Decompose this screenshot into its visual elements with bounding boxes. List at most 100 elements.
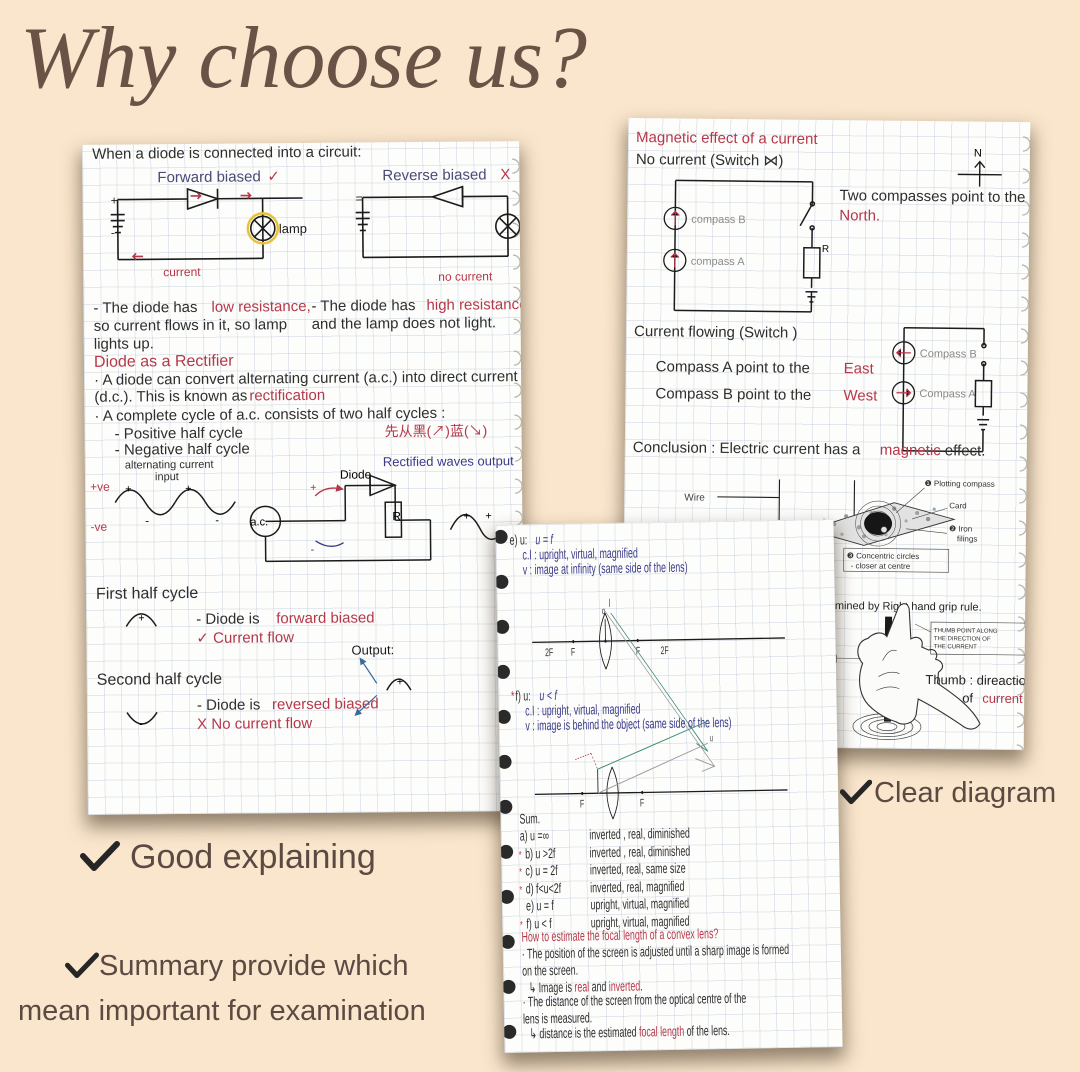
svg-text:Thumb : direaction: Thumb : direaction <box>925 672 1030 688</box>
svg-text:+: + <box>138 612 145 624</box>
svg-text:current: current <box>982 691 1023 706</box>
svg-text:Compass A point to the: Compass A point to the <box>656 358 810 377</box>
svg-text:↳ distance is the estimated fo: ↳ distance is the estimated focal length… <box>529 1023 730 1042</box>
svg-text:Forward biased: Forward biased <box>157 168 261 186</box>
svg-text:+ve: +ve <box>90 480 110 494</box>
svg-text:reversed biased: reversed biased <box>272 695 379 713</box>
svg-text:- The diode has: - The diode has <box>311 297 415 315</box>
svg-text:+: + <box>463 511 470 523</box>
svg-text:East: East <box>844 360 875 377</box>
svg-text:F: F <box>640 797 645 809</box>
svg-text:Reverse biased: Reverse biased <box>382 166 486 184</box>
svg-text:d) f<u<2f: d) f<u<2f <box>526 881 562 897</box>
svg-text:inverted , real, diminished: inverted , real, diminished <box>589 844 690 861</box>
svg-text:· A diode can convert alternat: · A diode can convert alternating curren… <box>94 368 519 389</box>
svg-text:rectification: rectification <box>249 387 325 405</box>
svg-text:+: + <box>485 510 492 522</box>
svg-text:a) u =∞: a) u =∞ <box>520 828 549 844</box>
svg-text:no current: no current <box>438 269 493 283</box>
svg-text:North.: North. <box>839 207 880 224</box>
svg-text:+: + <box>111 194 118 208</box>
svg-text:-: - <box>111 226 115 240</box>
svg-text:Diode: Diode <box>340 467 372 481</box>
svg-text:Rectified waves output: Rectified waves output <box>383 453 514 469</box>
svg-text:high resistance: high resistance <box>426 296 524 314</box>
svg-text:F: F <box>580 798 585 810</box>
svg-text:✓ Current flow: ✓ Current flow <box>196 629 294 647</box>
svg-text:- Diode is: - Diode is <box>197 696 261 714</box>
svg-text:*: * <box>519 849 522 861</box>
svg-text:· The distance of the screen f: · The distance of the screen from the op… <box>523 991 747 1010</box>
svg-text:+: + <box>185 483 192 495</box>
svg-text:West: West <box>843 387 878 404</box>
svg-text:先从黑(↗)蓝(↘): 先从黑(↗)蓝(↘) <box>385 422 488 439</box>
svg-text:-: - <box>311 544 315 556</box>
svg-text:When a diode is connected into: When a diode is connected into a circuit… <box>92 143 361 162</box>
svg-text:+: + <box>397 676 404 688</box>
svg-text:2F: 2F <box>545 646 554 658</box>
svg-text:+: + <box>125 484 132 496</box>
svg-text:=: = <box>356 191 363 205</box>
svg-text:Current flowing (Switch ): Current flowing (Switch ) <box>634 323 798 342</box>
svg-text:Magnetic effect of a current: Magnetic effect of a current <box>636 129 818 148</box>
svg-text:compass B: compass B <box>691 214 746 227</box>
svg-text:inverted, real, magnified: inverted, real, magnified <box>590 879 684 896</box>
svg-text:of: of <box>962 690 973 705</box>
svg-text:forward biased: forward biased <box>276 609 375 627</box>
svg-text:First half cycle: First half cycle <box>96 585 198 603</box>
svg-text:and the lamp does not light.: and the lamp does not light. <box>312 314 496 333</box>
svg-text:- Diode is: - Diode is <box>196 610 260 628</box>
svg-text:b) u >2f: b) u >2f <box>525 846 556 862</box>
svg-text:Compass A: Compass A <box>919 388 976 401</box>
svg-text:c) u = 2f: c) u = 2f <box>525 863 558 879</box>
svg-text:alternating current: alternating current <box>125 459 214 472</box>
svg-text:-ve: -ve <box>90 520 107 534</box>
svg-text:Output:: Output: <box>351 642 394 657</box>
svg-text:How to estimate the focal leng: How to estimate the focal length of a co… <box>521 926 718 945</box>
svg-text:THE DIRECTION OF: THE DIRECTION OF <box>934 636 991 643</box>
svg-text:upright, virtual, magnified: upright, virtual, magnified <box>590 896 689 913</box>
svg-text:u < f: u < f <box>539 688 558 704</box>
svg-text:*: * <box>519 866 522 878</box>
svg-text:lamp: lamp <box>279 221 307 236</box>
svg-text:filings: filings <box>957 534 978 543</box>
svg-text:I: I <box>609 597 611 610</box>
svg-text:so current flows in it, so lam: so current flows in it, so lamp <box>94 316 288 335</box>
svg-text:e) u:: e) u: <box>509 532 527 548</box>
svg-text:✓: ✓ <box>267 168 280 185</box>
svg-text:❶ Plotting compass: ❶ Plotting compass <box>924 479 994 489</box>
svg-text:❸ Concentric circles: ❸ Concentric circles <box>847 551 920 561</box>
svg-text:*: * <box>519 884 522 896</box>
svg-text:low resistance,: low resistance, <box>211 298 310 316</box>
svg-text:Two compasses point to the: Two compasses point to the <box>839 187 1025 206</box>
svg-text:lights up.: lights up. <box>94 335 154 353</box>
svg-text:magnetic: magnetic <box>880 442 942 460</box>
svg-text:a.c.: a.c. <box>250 516 268 528</box>
svg-text:2F: 2F <box>661 644 670 656</box>
svg-text:R: R <box>822 244 829 255</box>
svg-text:o: o <box>602 605 606 617</box>
svg-text:Compass B: Compass B <box>920 348 977 361</box>
svg-text:f) u:: f) u: <box>515 688 530 704</box>
svg-text:inverted, real, same size: inverted, real, same size <box>590 861 686 878</box>
svg-text:THUMB POINT ALONG: THUMB POINT ALONG <box>934 628 998 635</box>
svg-text:Conclusion : Electric current: Conclusion : Electric current has a <box>633 439 861 458</box>
svg-text:- closer at centre: - closer at centre <box>851 561 911 571</box>
svg-text:Second half cycle: Second half cycle <box>97 671 223 689</box>
svg-text:· A complete cycle of a.c. con: · A complete cycle of a.c. consists of t… <box>94 405 445 425</box>
svg-text:Wire: Wire <box>684 493 705 504</box>
svg-text:X No current flow: X No current flow <box>197 715 312 733</box>
svg-text:effect.: effect. <box>945 442 986 459</box>
svg-text:X: X <box>500 166 510 183</box>
svg-text:compass A: compass A <box>691 256 746 269</box>
svg-text:-: - <box>145 515 149 527</box>
svg-text:inverted , real, diminished: inverted , real, diminished <box>589 826 690 843</box>
svg-text:v : image at infinity (same si: v : image at infinity (same side of the … <box>523 560 688 578</box>
svg-text:❷ Iron: ❷ Iron <box>949 524 972 533</box>
svg-text:-: - <box>139 718 143 730</box>
svg-text:+: + <box>310 482 317 494</box>
svg-text:F: F <box>571 646 576 658</box>
svg-text:Diode as a Rectifier: Diode as a Rectifier <box>94 353 234 371</box>
svg-text:Compass B point to the: Compass B point to the <box>655 385 811 404</box>
svg-text:*: * <box>511 689 515 705</box>
